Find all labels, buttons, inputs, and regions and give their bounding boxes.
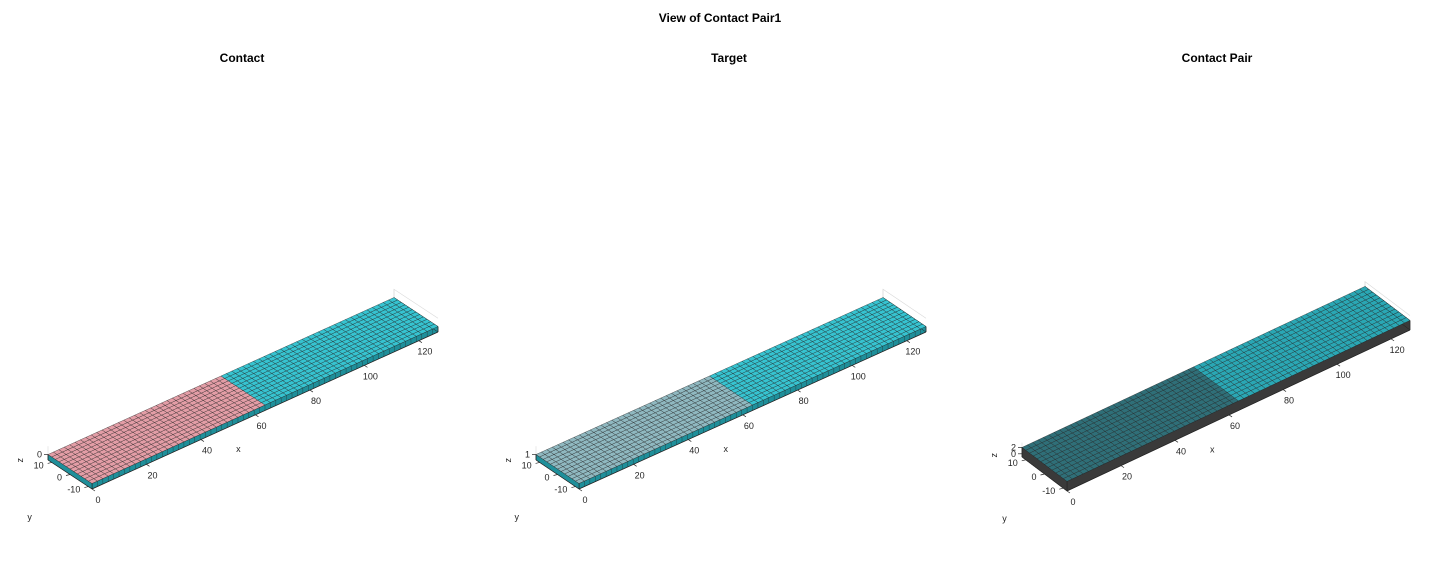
x-tick-label: 120 — [905, 347, 920, 357]
y-axis-label: y — [1002, 514, 1007, 524]
x-tick-mark — [418, 340, 423, 343]
x-tick-mark — [852, 365, 856, 368]
x-axis-label: x — [1210, 445, 1215, 455]
z-tick-label: 0 — [1011, 449, 1016, 459]
x-tick-label: 100 — [1336, 370, 1351, 380]
y-tick-mark — [1059, 487, 1064, 490]
x-tick-label: 20 — [1122, 472, 1132, 482]
x-tick-label: 80 — [799, 396, 809, 406]
x-tick-label: 40 — [1176, 446, 1186, 456]
x-axis-line — [578, 331, 927, 490]
x-tick-label: 60 — [744, 421, 754, 431]
x-tick-label: 0 — [582, 495, 587, 505]
x-tick-label: 120 — [1390, 345, 1405, 355]
x-tick-label: 60 — [1230, 421, 1240, 431]
x-tick-mark — [309, 389, 314, 393]
subplot-target: Target 0 20 40 60 80 100 120 x -10 0 10 y 1 z — [503, 51, 927, 522]
x-tick-label: 0 — [95, 495, 100, 505]
y-tick-label: 10 — [34, 460, 44, 470]
y-tick-label: 0 — [1031, 472, 1036, 482]
x-tick-mark — [255, 414, 259, 418]
x-axis-label: x — [724, 444, 729, 454]
x-tick-mark — [1390, 338, 1395, 342]
mesh-cell — [1359, 286, 1370, 292]
x-tick-mark — [364, 365, 368, 368]
y-tick-label: 0 — [57, 473, 62, 483]
subplot-title-target: Target — [711, 51, 747, 65]
y-tick-label: -10 — [1042, 486, 1055, 496]
x-axis-line — [91, 331, 439, 490]
z-axis-label: z — [503, 458, 513, 463]
x-tick-mark — [1336, 363, 1341, 367]
mesh-cell — [877, 297, 887, 303]
subplot-title-contact-pair: Contact Pair — [1182, 51, 1253, 65]
y-tick-label: -10 — [554, 485, 567, 495]
x-tick-mark — [797, 389, 801, 393]
z-tick-label: 1 — [525, 450, 530, 460]
y-tick-mark — [535, 462, 540, 464]
y-tick-mark — [65, 474, 71, 476]
z-tick-label: 2 — [1011, 442, 1016, 452]
x-tick-label: 80 — [311, 396, 321, 406]
x-tick-mark — [906, 340, 911, 343]
y-axis-label: y — [27, 512, 32, 522]
x-tick-mark — [91, 488, 96, 492]
x-tick-mark — [633, 463, 637, 467]
x-axis-label: x — [236, 444, 241, 454]
x-tick-mark — [688, 439, 692, 442]
x-tick-mark — [1282, 389, 1287, 392]
x-tick-mark — [146, 463, 150, 467]
y-tick-mark — [1021, 459, 1026, 462]
x-tick-label: 20 — [635, 470, 645, 480]
z-axis-label: z — [989, 452, 999, 457]
x-tick-mark — [1066, 490, 1071, 494]
x-tick-label: 100 — [363, 371, 378, 381]
y-tick-label: 10 — [522, 460, 532, 470]
x-tick-label: 20 — [147, 470, 157, 480]
x-tick-label: 40 — [689, 446, 699, 456]
y-axis-label: y — [514, 512, 519, 522]
y-tick-mark — [1040, 473, 1045, 476]
x-tick-mark — [578, 488, 583, 492]
x-tick-mark — [1174, 440, 1179, 443]
x-tick-label: 120 — [417, 347, 432, 357]
y-tick-mark — [47, 462, 52, 464]
x-tick-label: 0 — [1070, 497, 1075, 507]
y-tick-mark — [84, 486, 89, 488]
x-axis-line — [1066, 329, 1411, 492]
figure-title: View of Contact Pair1 — [659, 11, 782, 25]
x-tick-mark — [742, 414, 747, 418]
y-tick-mark — [571, 486, 576, 488]
y-tick-label: -10 — [67, 485, 80, 495]
x-tick-label: 60 — [256, 421, 266, 431]
x-tick-label: 40 — [202, 446, 212, 456]
z-axis-label: z — [15, 458, 25, 463]
axes-target: 0 20 40 60 80 100 120 x -10 0 10 y 1 z — [503, 288, 927, 522]
x-tick-mark — [1120, 465, 1125, 468]
x-tick-label: 80 — [1284, 396, 1294, 406]
mesh-cell — [388, 297, 399, 303]
subplot-title-contact: Contact — [220, 51, 265, 65]
x-tick-mark — [200, 439, 205, 442]
z-tick-label: 0 — [37, 450, 42, 460]
y-tick-label: 0 — [544, 473, 549, 483]
y-tick-mark — [553, 474, 558, 476]
x-tick-mark — [1228, 414, 1233, 418]
y-tick-label: 10 — [1008, 458, 1018, 468]
x-tick-label: 100 — [851, 371, 866, 381]
